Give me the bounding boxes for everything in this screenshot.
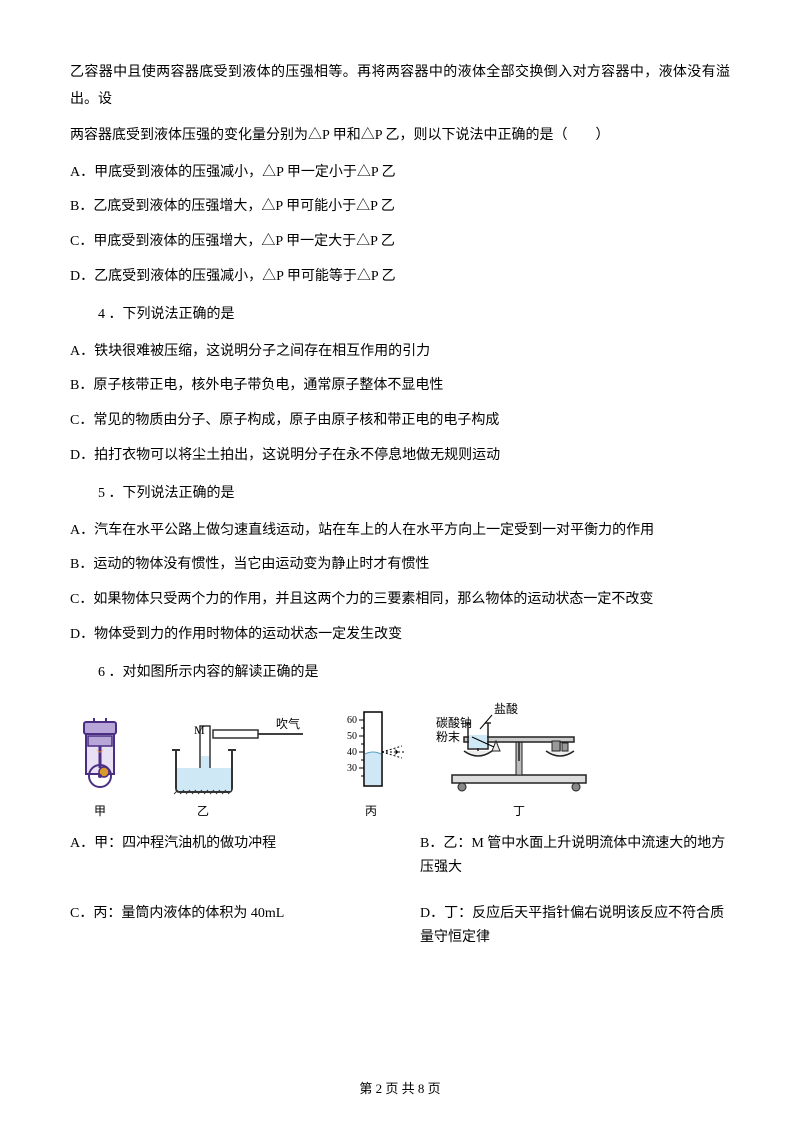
q5-option-c: C．如果物体只受两个力的作用，并且这两个力的三要素相同，那么物体的运动状态一定不… [70,587,730,614]
figure-ding: 盐酸 碳酸钠 粉末 丁 [434,701,604,823]
svg-text:40: 40 [347,747,357,758]
q6-figure-row: 甲 吹气 M [70,701,730,823]
q3-option-b: B．乙底受到液体的压强增大，△P 甲可能小于△P 乙 [70,194,730,221]
q4-option-d: D．拍打衣物可以将尘土拍出，这说明分子在永不停息地做无规则运动 [70,443,730,470]
figure-jia: 甲 [70,716,130,823]
q6-option-a: A．甲：四冲程汽油机的做功冲程 [70,832,380,880]
figure-jia-label: 甲 [94,800,106,823]
svg-text:50: 50 [347,731,357,742]
q5-option-d: D．物体受到力的作用时物体的运动状态一定发生改变 [70,622,730,649]
q6-options-grid: A．甲：四冲程汽油机的做功冲程 B．乙：M 管中水面上升说明流体中流速大的地方压… [70,832,730,949]
q3-intro-line1: 乙容器中且使两容器底受到液体的压强相等。再将两容器中的液体全部交换倒入对方容器中… [70,60,730,113]
q4-option-b: B．原子核带正电，核外电子带负电，通常原子整体不显电性 [70,373,730,400]
figure-yi-label: 乙 [197,800,209,823]
m-label: M [194,723,205,737]
ding-powder-label2: 粉末 [436,730,460,744]
q6-option-d: D．丁：反应后天平指针偏右说明该反应不符合质量守恒定律 [420,902,730,950]
figure-bing-label: 丙 [365,800,377,823]
q3-option-a: A．甲底受到液体的压强减小，△P 甲一定小于△P 乙 [70,160,730,187]
svg-text:60: 60 [347,715,357,726]
q6-option-b: B．乙：M 管中水面上升说明流体中流速大的地方压强大 [420,832,730,880]
ding-powder-label1: 碳酸钠 [436,715,472,730]
q4-option-c: C．常见的物质由分子、原子构成，原子由原子核和带正电的电子构成 [70,408,730,435]
cylinder-icon: 60 50 40 30 [336,706,406,796]
q3-option-d: D．乙底受到液体的压强减小，△P 甲可能等于△P 乙 [70,264,730,291]
page-footer: 第 2 页 共 8 页 [0,1077,800,1102]
blow-text: 吹气 [276,716,300,731]
q5-option-b: B．运动的物体没有惯性，当它由运动变为静止时才有惯性 [70,552,730,579]
q3-option-c: C．甲底受到液体的压强增大，△P 甲一定大于△P 乙 [70,229,730,256]
beaker-blow-icon: 吹气 M [158,716,308,796]
balance-icon: 盐酸 碳酸钠 粉末 [434,701,604,796]
q4-option-a: A．铁块很难被压缩，这说明分子之间存在相互作用的引力 [70,339,730,366]
q4-stem: 4 ．下列说法正确的是 [70,302,730,329]
figure-yi: 吹气 M 乙 [158,716,308,823]
svg-text:30: 30 [347,763,357,774]
q3-intro-line2: 两容器底受到液体压强的变化量分别为△P 甲和△P 乙，则以下说法中正确的是（ ） [70,123,730,150]
q5-option-a: A．汽车在水平公路上做匀速直线运动，站在车上的人在水平方向上一定受到一对平衡力的… [70,518,730,545]
q5-stem: 5 ．下列说法正确的是 [70,481,730,508]
q6-stem: 6 ．对如图所示内容的解读正确的是 [70,660,730,687]
ding-beaker-label: 盐酸 [494,701,518,716]
q6-option-c: C．丙：量筒内液体的体积为 40mL [70,902,380,950]
engine-icon [70,716,130,796]
figure-bing: 60 50 40 30 丙 [336,706,406,823]
figure-ding-label: 丁 [513,800,525,823]
